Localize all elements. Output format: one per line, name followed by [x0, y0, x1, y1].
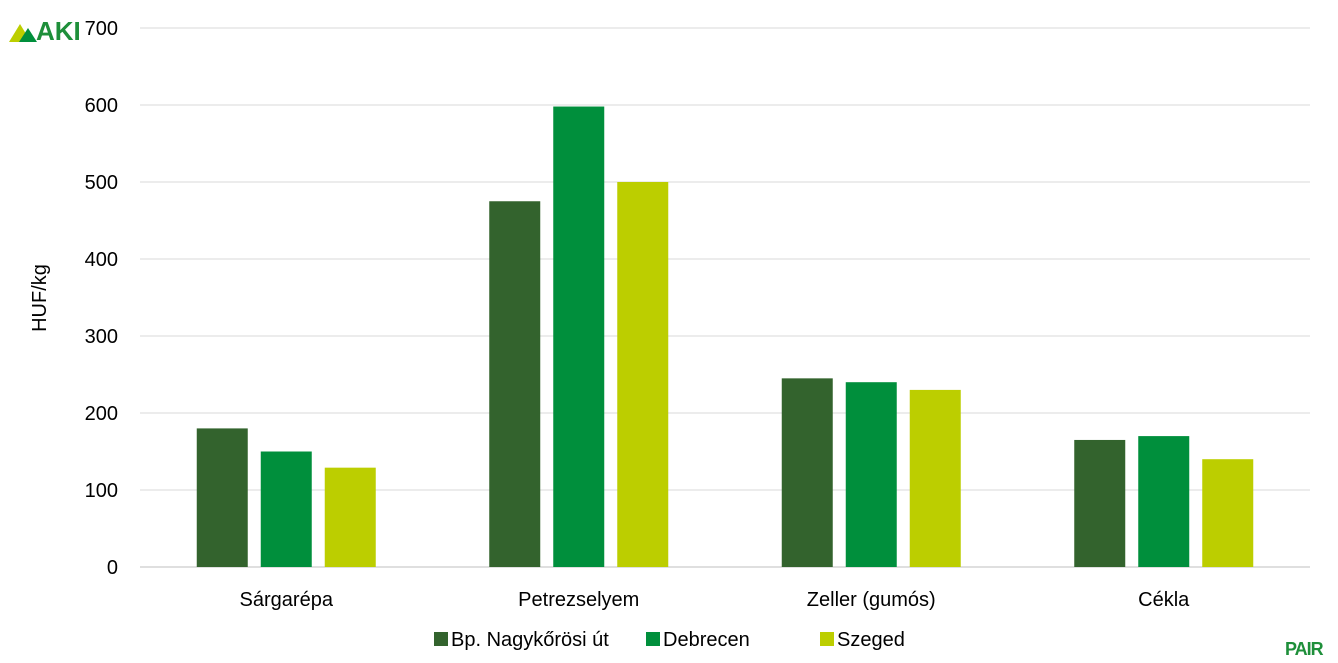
bar [909, 389, 961, 567]
legend-swatch [646, 632, 660, 646]
bar [845, 382, 897, 567]
legend-swatch [820, 632, 834, 646]
x-category-label: Cékla [1138, 589, 1190, 611]
x-category-label: Sárgarépa [240, 589, 334, 611]
legend-label: Szeged [837, 629, 905, 651]
y-tick-label: 500 [85, 172, 118, 194]
x-category-label: Petrezselyem [518, 589, 639, 611]
bar [781, 378, 833, 567]
y-tick-label: 0 [107, 557, 118, 579]
legend-swatch [434, 632, 448, 646]
bar [617, 182, 669, 567]
legend-label: Debrecen [663, 629, 750, 651]
y-axis-label: HUF/kg [29, 264, 51, 332]
aki-logo-text: AKI [36, 16, 81, 46]
y-tick-label: 300 [85, 326, 118, 348]
aki-logo: AKI [9, 16, 81, 46]
y-tick-label: 400 [85, 249, 118, 271]
x-axis-categories: Sárgarépa Petrezselyem Zeller (gumós) Cékla [240, 589, 1191, 611]
x-category-label: Zeller (gumós) [807, 589, 936, 611]
pair-logo: PAIR [1285, 639, 1324, 659]
aki-logo-mark-2 [19, 28, 37, 42]
bar [489, 201, 541, 567]
y-tick-label: 700 [85, 18, 118, 40]
y-tick-label: 100 [85, 480, 118, 502]
bar [324, 467, 376, 567]
y-tick-label: 600 [85, 95, 118, 117]
bar [260, 451, 312, 567]
bar [1202, 459, 1254, 567]
legend-label: Bp. Nagykőrösi út [451, 629, 609, 651]
legend: Bp. Nagykőrösi út Debrecen Szeged [434, 629, 905, 651]
y-axis-ticks: 0 100 200 300 400 500 600 700 [85, 18, 118, 579]
bar [1138, 436, 1190, 567]
y-tick-label: 200 [85, 403, 118, 425]
bar [1074, 439, 1126, 567]
gridlines [140, 27, 1310, 568]
bars [196, 106, 1254, 567]
bar [196, 428, 248, 567]
bar [553, 106, 605, 567]
